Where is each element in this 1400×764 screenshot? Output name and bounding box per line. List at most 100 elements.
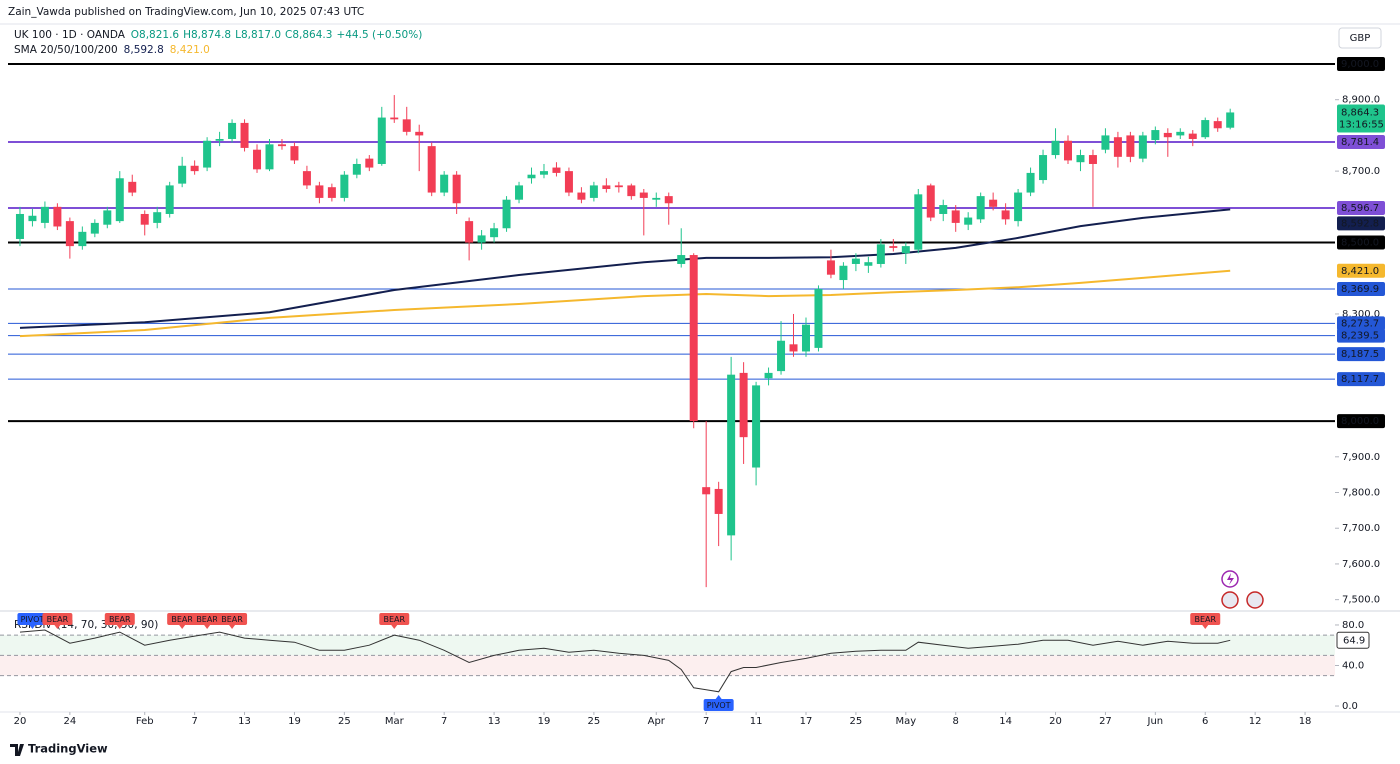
candle-body	[801, 324, 810, 352]
candle-body	[564, 171, 573, 193]
candle-body	[327, 187, 336, 198]
signal-label: PIVOT	[21, 615, 45, 624]
candle-body	[1001, 210, 1010, 220]
x-tick-label: 11	[750, 716, 763, 727]
level-label: 8,369.9	[1341, 284, 1379, 295]
candle-body	[964, 217, 973, 225]
x-tick-label: 12	[1249, 716, 1262, 727]
y-tick-label: 7,900.0	[1342, 452, 1380, 463]
price-axis: 7,500.0 7,600.0 7,700.0 7,800.0 7,900.0 8,300…	[14, 56, 1385, 727]
candle-body	[1064, 140, 1072, 161]
rsi-tick-label: 40.0	[1342, 660, 1364, 671]
candle-body	[452, 174, 461, 204]
candle-body	[664, 196, 673, 204]
level-label: 8,500.0	[1341, 238, 1379, 249]
candle-body	[1151, 130, 1160, 141]
close-label: C8,864.3	[285, 29, 332, 41]
candle-body	[340, 174, 349, 198]
candle-body	[402, 119, 411, 132]
candle-body	[228, 122, 237, 139]
y-tick-label: 8,900.0	[1342, 95, 1380, 106]
level-label: 8,273.7	[1341, 318, 1379, 329]
candle-body	[165, 185, 174, 214]
candle-body	[614, 185, 623, 188]
candle-body	[876, 244, 885, 264]
level-label: 9,000.0	[1341, 59, 1379, 70]
candle-body	[128, 181, 137, 193]
sma-line	[19, 208, 1231, 329]
y-tick-label: 8,700.0	[1342, 166, 1380, 177]
level-label-box	[1337, 372, 1385, 387]
candle-body	[1076, 155, 1085, 163]
candle-body	[215, 138, 224, 141]
x-tick-label: Feb	[136, 716, 154, 727]
x-tick-label: 25	[338, 716, 351, 727]
x-tick-label: 19	[288, 716, 301, 727]
candle-body	[864, 262, 873, 266]
candle-body	[602, 185, 611, 189]
candle-body	[253, 149, 262, 170]
candle-body	[15, 213, 24, 239]
x-tick-label: Jun	[1147, 716, 1164, 727]
candle-body	[976, 196, 985, 220]
signal-pointer	[715, 695, 722, 699]
signal-label: BEAR	[1194, 615, 1216, 624]
low-label: L8,817.0	[235, 29, 281, 41]
level-label: 8,187.5	[1341, 349, 1379, 360]
currency-box[interactable]	[1338, 27, 1382, 49]
sma-label-box	[1337, 263, 1385, 278]
candle-body	[140, 213, 149, 225]
x-tick-label: 25	[850, 716, 863, 727]
level-label: 8,239.5	[1341, 331, 1379, 342]
sma-label: 8,421.0	[1341, 266, 1379, 277]
candle-body	[727, 374, 736, 536]
flag-icon[interactable]	[1246, 591, 1264, 609]
candle-body	[502, 199, 511, 229]
signal-pointer	[391, 625, 398, 629]
signal-pointer	[204, 625, 211, 629]
candle-body	[777, 340, 786, 372]
level-label-box	[1337, 414, 1385, 429]
signal-pointer	[29, 625, 36, 629]
rsi-last-label: 64.9	[1343, 635, 1365, 646]
candle-body	[1051, 140, 1060, 156]
candle-body	[390, 117, 399, 120]
signal-label: BEAR	[196, 615, 218, 624]
candle-body	[377, 117, 386, 164]
sma-value: 8,421.0	[170, 44, 210, 56]
candle-body	[28, 215, 37, 222]
candle-body	[1126, 135, 1135, 157]
y-tick-label: 8,300.0	[1342, 309, 1380, 320]
x-tick-label: May	[895, 716, 916, 727]
y-tick-label: 7,800.0	[1342, 488, 1380, 499]
candle-body	[652, 197, 661, 200]
level-label-box	[1337, 235, 1385, 250]
rsi-band	[0, 655, 1335, 676]
candle-body	[240, 122, 249, 148]
x-tick-label: Mar	[385, 716, 405, 727]
sma-value: 8,592.8	[124, 44, 164, 56]
brand: TradingView	[28, 742, 108, 756]
x-tick-label: 7	[191, 716, 197, 727]
candle-body	[1163, 132, 1172, 138]
level-label: 8,781.4	[1341, 137, 1379, 148]
candle-body	[90, 222, 99, 234]
candle-body	[103, 210, 112, 225]
signal-label: BEAR	[109, 615, 131, 624]
candle-body	[315, 185, 324, 198]
high-label: H8,874.8	[183, 29, 231, 41]
candle-body	[714, 488, 723, 514]
signal-pointer	[1202, 625, 1209, 629]
level-label-box	[1337, 201, 1385, 216]
candle-body	[639, 192, 648, 198]
footer	[0, 734, 1400, 764]
sma-label: 8,592.8	[1341, 218, 1379, 229]
x-tick-label: 20	[1049, 716, 1062, 727]
candle-body	[589, 185, 598, 198]
x-tick-label: 6	[1202, 716, 1208, 727]
candle-body	[153, 212, 162, 223]
flag-icon[interactable]	[1221, 591, 1239, 609]
candle-body	[265, 144, 274, 170]
